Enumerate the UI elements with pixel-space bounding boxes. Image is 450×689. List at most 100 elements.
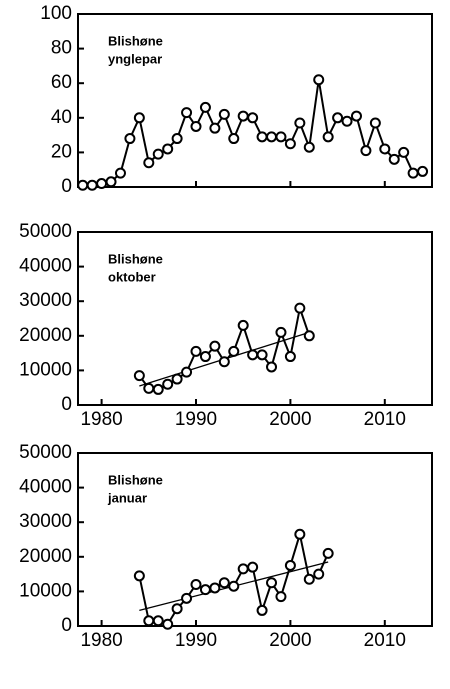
data-point: [256, 349, 268, 361]
y-tick-label: 10000: [19, 580, 72, 601]
data-point: [284, 138, 296, 150]
data-point: [275, 131, 287, 143]
data-point: [303, 573, 315, 585]
y-tick-label: 30000: [19, 511, 72, 532]
data-point: [247, 112, 259, 124]
data-point: [114, 167, 126, 179]
y-tick-label: 20000: [19, 325, 72, 346]
data-point: [332, 112, 344, 124]
y-tick-label: 0: [61, 176, 72, 197]
x-tick-label: 1990: [175, 630, 217, 651]
data-point: [143, 615, 155, 627]
annotation: Blishøne: [108, 33, 163, 48]
data-point: [388, 153, 400, 165]
x-tick-label: 1980: [80, 630, 122, 651]
data-point: [303, 141, 315, 153]
y-tick-label: 20000: [19, 546, 72, 567]
data-point: [237, 563, 249, 575]
data-point: [143, 382, 155, 394]
data-point: [218, 356, 230, 368]
data-point: [199, 584, 211, 596]
data-point: [152, 383, 164, 395]
data-point: [133, 370, 145, 382]
data-point: [237, 319, 249, 331]
plot-frame: [77, 452, 433, 627]
x-tick-label: 1990: [175, 409, 217, 430]
data-point: [124, 133, 136, 145]
data-point: [133, 112, 145, 124]
data-point: [162, 378, 174, 390]
y-tick-label: 100: [40, 3, 72, 24]
data-line: [138, 304, 311, 391]
data-point: [152, 615, 164, 627]
data-point: [86, 179, 98, 191]
y-tick-label: 40000: [19, 256, 72, 277]
annotation: januar: [107, 490, 147, 505]
data-point: [181, 107, 193, 119]
data-point: [360, 145, 372, 157]
plot-frame: [77, 13, 433, 188]
data-point: [181, 366, 193, 378]
data-point: [228, 580, 240, 592]
data-point: [228, 133, 240, 145]
data-point: [275, 326, 287, 338]
x-tick-label: 1980: [80, 409, 122, 430]
data-point: [294, 302, 306, 314]
data-point: [398, 146, 410, 158]
y-tick-label: 20: [51, 141, 72, 162]
data-line: [138, 534, 330, 626]
y-tick-label: 40000: [19, 477, 72, 498]
data-point: [218, 577, 230, 589]
data-point: [209, 340, 221, 352]
data-line: [82, 79, 423, 187]
annotation: oktober: [108, 269, 156, 284]
x-tick-label: 2000: [269, 409, 311, 430]
y-tick-label: 60: [51, 72, 72, 93]
data-point: [199, 101, 211, 113]
data-point: [266, 577, 278, 589]
data-point: [313, 568, 325, 580]
data-point: [266, 131, 278, 143]
data-point: [256, 604, 268, 616]
data-point: [171, 133, 183, 145]
y-tick-label: 80: [51, 38, 72, 59]
y-tick-label: 50000: [19, 442, 72, 463]
data-point: [284, 351, 296, 363]
annotation: Blishøne: [108, 251, 163, 266]
data-point: [294, 528, 306, 540]
y-tick-label: 10000: [19, 359, 72, 380]
data-point: [313, 74, 325, 86]
data-point: [190, 120, 202, 132]
data-point: [133, 570, 145, 582]
data-point: [190, 345, 202, 357]
data-point: [294, 117, 306, 129]
data-point: [322, 131, 334, 143]
y-tick-label: 30000: [19, 290, 72, 311]
data-point: [341, 115, 353, 127]
data-point: [256, 131, 268, 143]
data-point: [190, 578, 202, 590]
data-point: [284, 559, 296, 571]
data-point: [218, 108, 230, 120]
data-point: [77, 179, 89, 191]
data-point: [152, 148, 164, 160]
y-tick-label: 0: [61, 615, 72, 636]
x-tick-label: 2010: [364, 409, 406, 430]
plot-frame: [77, 231, 433, 406]
data-point: [199, 351, 211, 363]
y-tick-label: 50000: [19, 221, 72, 242]
data-point: [171, 373, 183, 385]
data-point: [322, 547, 334, 559]
y-tick-label: 40: [51, 107, 72, 128]
data-point: [181, 592, 193, 604]
data-point: [275, 591, 287, 603]
annotation: Blishøne: [108, 472, 163, 487]
annotation: ynglepar: [108, 51, 162, 66]
x-tick-label: 2000: [269, 630, 311, 651]
data-point: [379, 143, 391, 155]
data-point: [247, 561, 259, 573]
data-point: [143, 157, 155, 169]
data-point: [350, 110, 362, 122]
data-point: [369, 117, 381, 129]
